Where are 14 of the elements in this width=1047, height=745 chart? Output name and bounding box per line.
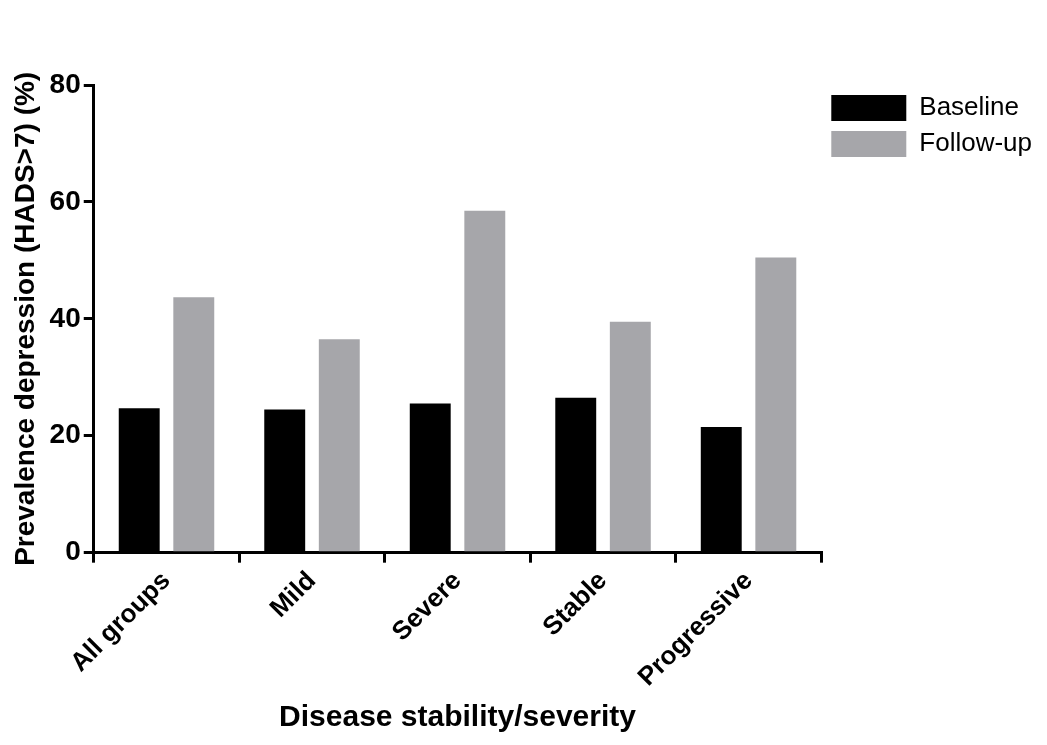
bar	[173, 297, 215, 552]
bar	[755, 257, 797, 552]
legend-label: Follow-up	[919, 127, 1033, 158]
bar	[464, 210, 506, 552]
y-tick-label: 40	[49, 301, 81, 333]
y-axis-title: Prevalence depression (HADS>7) (%)	[8, 71, 40, 566]
bar	[318, 339, 360, 552]
y-tick-label: 0	[65, 535, 81, 567]
y-tick-label: 60	[49, 184, 81, 216]
x-axis-title: Disease stability/severity	[279, 699, 637, 733]
bar	[609, 321, 651, 552]
y-tick-label: 80	[49, 67, 81, 99]
y-tick-label: 20	[49, 418, 81, 450]
legend-label: Baseline	[919, 91, 1020, 122]
